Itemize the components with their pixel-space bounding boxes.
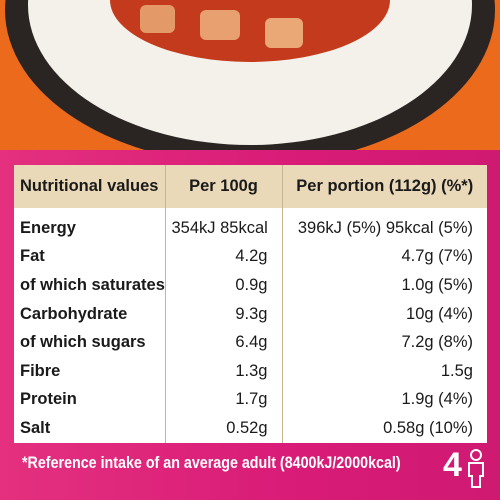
table-cell: Energy — [20, 218, 76, 237]
table-row: of which saturates 0.9g 1.0g (5%) — [14, 271, 487, 300]
table-cell: 1.7g — [164, 385, 282, 415]
table-cell: 9.3g — [164, 299, 282, 329]
table-row: Salt 0.52g 0.58g (10%) — [14, 414, 487, 443]
table-cell: 7.2g (8%) — [281, 328, 487, 357]
person-icon — [468, 449, 484, 488]
table-cell: 0.9g — [164, 271, 282, 300]
table-row: of which sugars 6.4g 7.2g (8%) — [14, 328, 487, 357]
table-cell: 4.7g (7%) — [281, 242, 487, 272]
table-cell: 0.58g (10%) — [281, 414, 487, 443]
table-cell: 1.3g — [164, 356, 282, 386]
chicken — [200, 10, 240, 40]
header-cell: Per 100g — [164, 165, 282, 208]
header-cell: Per portion (112g) (%*) — [281, 165, 487, 208]
table-cell: Fat — [20, 247, 45, 266]
table-cell: 1.5g — [281, 356, 487, 386]
table-row: Fibre 1.3g 1.5g — [14, 356, 487, 386]
header-row: Nutritional values Per 100g Per portion (1… — [14, 165, 487, 208]
table-cell: 0.52g — [164, 414, 282, 443]
table-cell: Fibre — [20, 361, 61, 380]
table-cell: 6.4g — [164, 328, 282, 357]
table-cell: Salt — [20, 418, 51, 437]
portions-count: 4 — [443, 446, 462, 484]
footnote: *Reference intake of an average adult (8… — [22, 453, 401, 472]
table-cell: 396kJ (5%) 95kcal (5%) — [281, 208, 487, 243]
table-cell: 1.0g (5%) — [281, 271, 487, 300]
table-cell: 10g (4%) — [281, 299, 487, 329]
nutrition-table: Nutritional values Per 100g Per portion (1… — [14, 165, 487, 443]
table-cell: 4.2g — [164, 242, 282, 272]
table-cell: of which saturates — [20, 275, 165, 294]
table-row: Protein 1.7g 1.9g (4%) — [14, 385, 487, 415]
chicken — [140, 5, 175, 33]
table-cell: 1.9g (4%) — [281, 385, 487, 415]
header-cell: Nutritional values — [14, 165, 165, 208]
table-cell: Carbohydrate — [20, 304, 128, 323]
table-row: Fat 4.2g 4.7g (7%) — [14, 242, 487, 272]
table-cell: 354kJ 85kcal — [164, 208, 282, 243]
sauce — [110, 0, 390, 62]
table-cell: Protein — [20, 390, 77, 409]
table-row: Carbohydrate 9.3g 10g (4%) — [14, 299, 487, 329]
table-row: Energy 354kJ 85kcal 396kJ (5%) 95kcal (5%) — [14, 208, 487, 243]
chicken — [265, 18, 303, 48]
table-cell: of which sugars — [20, 333, 146, 352]
